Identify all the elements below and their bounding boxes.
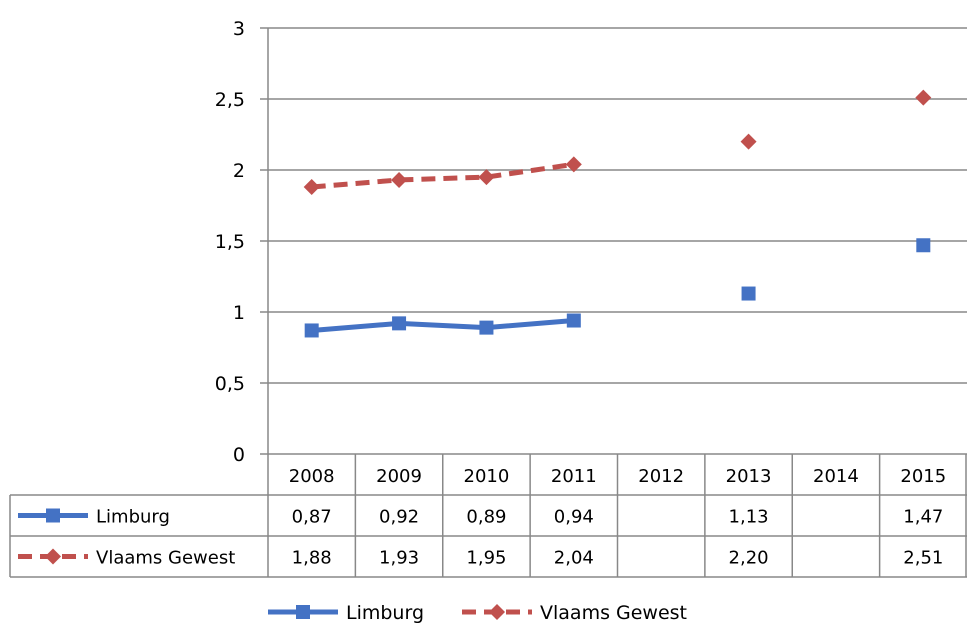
- x-category-label: 2015: [900, 466, 946, 487]
- y-tick-label: 2: [233, 160, 245, 182]
- y-tick-label: 0,5: [215, 373, 245, 395]
- data-point-limburg: [392, 316, 407, 331]
- legend-label: Limburg: [346, 602, 424, 624]
- data-point-limburg: [479, 320, 494, 335]
- table-legend-key-vlaams-gewest-marker: [45, 548, 61, 565]
- data-label: 0,92: [379, 507, 419, 528]
- data-point-vlaams-gewest: [303, 179, 320, 196]
- data-label: 2,51: [903, 548, 943, 569]
- legend-key-limburg-marker: [296, 605, 310, 619]
- data-label: 2,04: [554, 548, 594, 569]
- y-tick-label: 1: [233, 302, 245, 324]
- table-legend-key-limburg-marker: [46, 508, 60, 523]
- series-line-vlaams-gewest: [311, 161, 575, 190]
- data-point-vlaams-gewest: [391, 171, 408, 188]
- x-category-label: 2013: [726, 466, 772, 487]
- data-label: 1,47: [903, 507, 943, 528]
- data-point-limburg: [304, 323, 319, 338]
- data-point-limburg: [566, 313, 581, 328]
- x-category-label: 2008: [289, 466, 335, 487]
- data-point-limburg: [741, 286, 756, 301]
- table-series-name: Vlaams Gewest: [96, 548, 235, 569]
- data-point-vlaams-gewest: [740, 133, 757, 150]
- data-label: 0,87: [292, 507, 332, 528]
- x-category-label: 2014: [813, 466, 859, 487]
- data-label: 0,94: [554, 507, 594, 528]
- y-tick-label: 1,5: [215, 231, 245, 253]
- data-point-vlaams-gewest: [565, 156, 582, 173]
- y-tick-label: 0: [233, 444, 245, 466]
- table-series-name: Limburg: [96, 507, 170, 528]
- data-label: 2,20: [729, 548, 769, 569]
- data-label: 1,88: [292, 548, 332, 569]
- data-label: 0,89: [466, 507, 506, 528]
- data-label: 1,95: [466, 548, 506, 569]
- y-tick-label: 2,5: [215, 89, 245, 111]
- legend-label: Vlaams Gewest: [540, 602, 687, 624]
- data-point-vlaams-gewest: [915, 89, 932, 106]
- y-tick-label: 3: [233, 18, 245, 40]
- data-point-vlaams-gewest: [478, 169, 495, 186]
- x-category-label: 2011: [551, 466, 597, 487]
- x-category-label: 2009: [376, 466, 422, 487]
- x-category-label: 2010: [464, 466, 510, 487]
- data-label: 1,13: [729, 507, 769, 528]
- x-category-label: 2012: [638, 466, 684, 487]
- legend-key-vlaams-gewest-marker: [489, 604, 505, 620]
- data-point-limburg: [916, 238, 931, 253]
- data-label: 1,93: [379, 548, 419, 569]
- series-line-limburg: [311, 318, 575, 333]
